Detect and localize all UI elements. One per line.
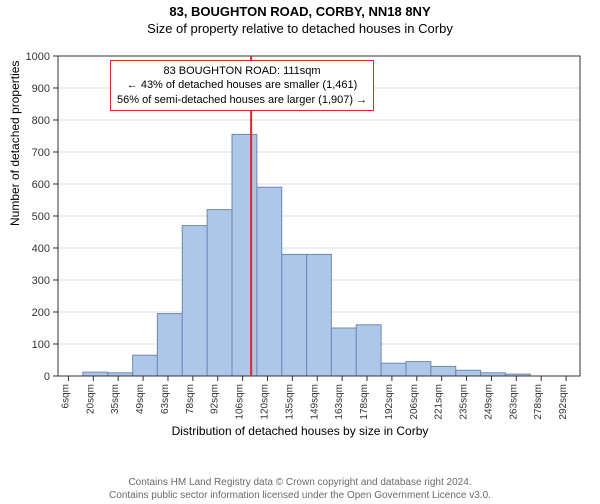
svg-text:200: 200	[32, 307, 50, 319]
chart-container: Number of detached properties 0 100 200 300…	[0, 46, 600, 444]
y-axis-label: Number of detached properties	[8, 61, 22, 226]
callout-line-1: 83 BOUGHTON ROAD: 111sqm	[117, 64, 367, 78]
x-axis-label: Distribution of detached houses by size …	[0, 424, 600, 438]
svg-text:600: 600	[32, 179, 50, 191]
svg-text:100: 100	[32, 339, 50, 351]
svg-text:292sqm: 292sqm	[558, 384, 569, 420]
svg-text:263sqm: 263sqm	[508, 384, 519, 420]
svg-text:800: 800	[32, 115, 50, 127]
svg-text:206sqm: 206sqm	[409, 384, 420, 420]
svg-text:78sqm: 78sqm	[185, 384, 196, 414]
callout-line-2: ← 43% of detached houses are smaller (1,…	[117, 78, 367, 92]
svg-text:1000: 1000	[26, 51, 50, 63]
svg-text:35sqm: 35sqm	[110, 384, 121, 414]
page-subtitle: Size of property relative to detached ho…	[0, 21, 600, 36]
svg-text:900: 900	[32, 83, 50, 95]
svg-text:178sqm: 178sqm	[359, 384, 370, 420]
svg-text:221sqm: 221sqm	[434, 384, 445, 420]
svg-text:120sqm: 120sqm	[259, 384, 270, 420]
svg-text:106sqm: 106sqm	[235, 384, 246, 420]
svg-text:500: 500	[32, 211, 50, 223]
callout-line-3: 56% of semi-detached houses are larger (…	[117, 93, 367, 107]
svg-text:400: 400	[32, 243, 50, 255]
footer-attribution: Contains HM Land Registry data © Crown c…	[0, 477, 600, 502]
footer-line-2: Contains public sector information licen…	[0, 490, 600, 503]
svg-text:6sqm: 6sqm	[60, 384, 71, 408]
svg-text:149sqm: 149sqm	[309, 384, 320, 420]
svg-text:135sqm: 135sqm	[284, 384, 295, 420]
svg-text:63sqm: 63sqm	[160, 384, 171, 414]
callout-box: 83 BOUGHTON ROAD: 111sqm ← 43% of detach…	[110, 60, 374, 111]
footer-line-1: Contains HM Land Registry data © Crown c…	[0, 477, 600, 490]
svg-text:300: 300	[32, 275, 50, 287]
svg-text:278sqm: 278sqm	[533, 384, 544, 420]
svg-text:192sqm: 192sqm	[384, 384, 395, 420]
svg-text:0: 0	[44, 371, 50, 383]
svg-text:249sqm: 249sqm	[483, 384, 494, 420]
svg-text:20sqm: 20sqm	[85, 384, 96, 414]
svg-text:235sqm: 235sqm	[459, 384, 470, 420]
page-title: 83, BOUGHTON ROAD, CORBY, NN18 8NY	[0, 4, 600, 19]
svg-text:49sqm: 49sqm	[135, 384, 146, 414]
svg-text:163sqm: 163sqm	[334, 384, 345, 420]
svg-text:700: 700	[32, 147, 50, 159]
svg-text:92sqm: 92sqm	[210, 384, 221, 414]
